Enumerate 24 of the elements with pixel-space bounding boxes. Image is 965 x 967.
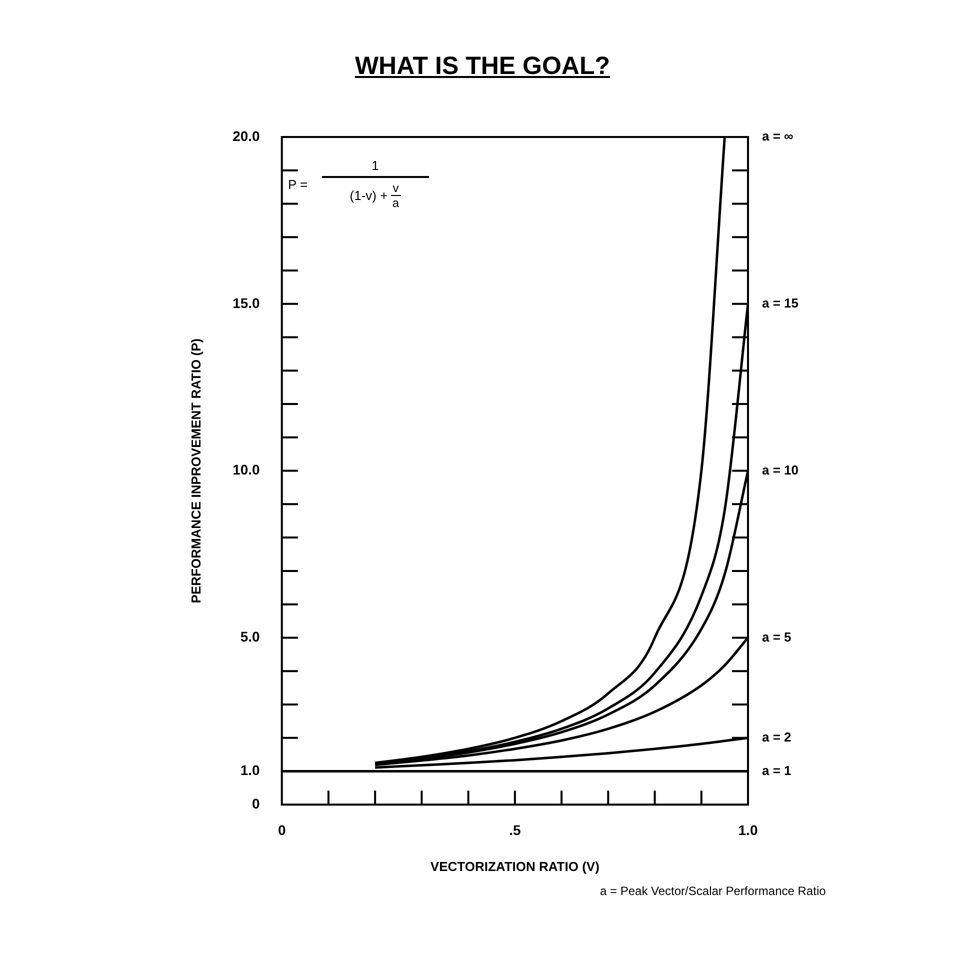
x-tick-label: 1.0	[738, 822, 758, 838]
legend-label: a = 10	[762, 462, 799, 478]
legend-label: a = 15	[762, 295, 799, 310]
annotation: 1	[322, 158, 429, 178]
legend-label: a = 2	[762, 729, 792, 744]
x-tick-label: .5	[509, 822, 521, 838]
annotation: P =	[288, 176, 308, 192]
y-tick-label: 15.0	[232, 294, 260, 311]
text: a = Peak Vector/Scalar Performance Ratio	[600, 884, 826, 898]
y-tick-label: 10.0	[232, 462, 260, 478]
y-tick-label: 1.0	[240, 762, 260, 778]
y-axis-title: PERFORMANCE INPROVEMENT RATIO (P)	[188, 338, 204, 604]
legend-label: a = 5	[762, 629, 792, 644]
y-tick-label: 0	[252, 795, 260, 812]
y-tick-label: 20.0	[232, 128, 260, 144]
annotation: (1-v) +	[350, 188, 388, 203]
text: a = ∞	[762, 128, 794, 144]
y-tick-label: 5.0	[240, 628, 260, 645]
annotation: a	[392, 196, 400, 210]
x-axis-title: VECTORIZATION RATIO (V)	[430, 858, 600, 874]
chart-title: WHAT IS THE GOAL?	[354, 52, 612, 81]
series-label: a = 1	[762, 762, 792, 778]
annotation: v	[390, 181, 401, 196]
x-tick-label: 0	[278, 822, 286, 838]
